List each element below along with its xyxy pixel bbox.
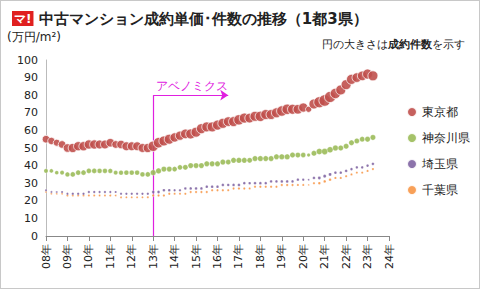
- svg-text:10年: 10年: [82, 244, 95, 269]
- svg-text:東京都: 東京都: [422, 105, 458, 119]
- svg-text:18年: 18年: [254, 244, 267, 269]
- svg-text:40: 40: [24, 159, 38, 172]
- svg-text:(万円/m²): (万円/m²): [7, 30, 61, 44]
- svg-text:成約件数: 成約件数: [387, 38, 433, 51]
- svg-text:20: 20: [24, 194, 38, 207]
- svg-text:19年: 19年: [275, 244, 288, 269]
- svg-text:100: 100: [17, 54, 38, 67]
- svg-text:神奈川県: 神奈川県: [422, 131, 470, 145]
- svg-text:12年: 12年: [125, 244, 138, 269]
- svg-text:30: 30: [24, 177, 38, 190]
- svg-text:10: 10: [24, 212, 38, 225]
- svg-text:24年: 24年: [383, 244, 396, 269]
- svg-text:80: 80: [24, 89, 38, 102]
- svg-text:を示す: を示す: [432, 38, 465, 51]
- svg-text:マ!: マ!: [14, 12, 31, 26]
- svg-text:千葉県: 千葉県: [422, 183, 458, 197]
- svg-text:60: 60: [24, 124, 38, 137]
- svg-text:0: 0: [31, 230, 38, 243]
- svg-text:14年: 14年: [168, 244, 181, 269]
- svg-text:20年: 20年: [297, 244, 310, 269]
- svg-text:11年: 11年: [104, 244, 117, 269]
- svg-text:中古マンション成約単価･件数の推移（1都3県）: 中古マンション成約単価･件数の推移（1都3県）: [33, 10, 367, 28]
- svg-text:23年: 23年: [361, 244, 374, 269]
- svg-text:08年: 08年: [40, 244, 53, 269]
- svg-text:15年: 15年: [190, 244, 203, 269]
- svg-text:50: 50: [24, 142, 38, 155]
- svg-text:70: 70: [24, 106, 38, 119]
- svg-text:22年: 22年: [340, 244, 353, 269]
- svg-text:埼玉県: 埼玉県: [421, 157, 458, 171]
- svg-text:17年: 17年: [232, 244, 245, 269]
- svg-text:09年: 09年: [61, 244, 74, 269]
- svg-text:90: 90: [24, 71, 38, 84]
- svg-text:アベノミクス: アベノミクス: [156, 79, 228, 93]
- svg-text:円の大きさは: 円の大きさは: [322, 38, 388, 51]
- svg-text:16年: 16年: [211, 244, 224, 269]
- svg-text:13年: 13年: [147, 244, 160, 269]
- svg-text:21年: 21年: [318, 244, 331, 269]
